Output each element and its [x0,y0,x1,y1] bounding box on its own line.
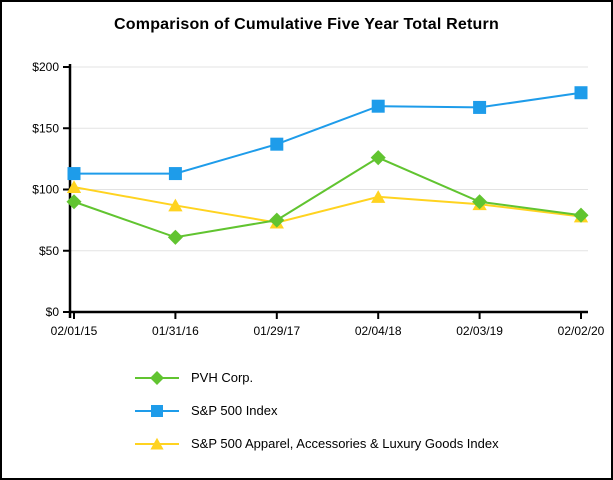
data-point-marker [370,150,386,166]
square-legend-marker-icon [135,404,179,417]
data-point-marker [67,167,81,181]
data-point-marker [270,137,284,151]
series-s-p-500-apparel-accessories-luxury-goods-index [66,180,589,229]
data-point-marker [168,167,182,181]
x-tick-label: 02/03/19 [456,324,503,338]
legend-item-3: S&P 500 Apparel, Accessories & Luxury Go… [135,427,499,460]
legend-item-2: S&P 500 Index [135,394,499,427]
legend-label: S&P 500 Apparel, Accessories & Luxury Go… [191,436,499,451]
data-point-marker [472,194,488,210]
data-point-marker [168,198,183,212]
legend: PVH Corp. S&P 500 Index S&P 500 Apparel, A… [135,361,499,460]
x-tick-label: 02/01/15 [51,324,98,338]
triangle-legend-marker-icon [135,437,179,450]
data-point-marker [574,86,588,100]
y-tick-label: $150 [32,121,59,135]
diamond-legend-marker-icon [135,370,179,385]
series-line [74,91,582,175]
legend-label: S&P 500 Index [191,403,278,418]
y-tick-label: $200 [32,60,59,74]
data-point-marker [371,190,386,203]
legend-marker [150,370,164,385]
legend-item-1: PVH Corp. [135,361,499,394]
x-tick-label: 01/29/17 [253,324,300,338]
series-pvh-corp [66,150,589,245]
legend-marker [150,437,164,450]
data-point-marker [269,212,285,228]
data-point-marker [66,194,82,210]
x-tick-label: 02/04/18 [355,324,402,338]
data-point-marker [66,180,82,194]
data-point-marker [371,99,385,113]
data-point-marker [473,100,487,114]
y-tick-label: $50 [39,244,59,258]
x-tick-label: 01/31/16 [152,324,199,338]
legend-marker [151,404,163,417]
series-line [73,186,582,224]
chart-title: Comparison of Cumulative Five Year Total… [114,16,499,33]
y-tick-label: $100 [32,183,59,197]
data-point-marker [167,229,183,245]
legend-label: PVH Corp. [191,370,254,385]
x-tick-label: 02/02/20 [558,324,605,338]
data-point-marker [573,207,589,223]
y-tick-label: $0 [46,305,60,319]
series-line [73,156,582,239]
series-s-p-500-index [67,86,588,181]
